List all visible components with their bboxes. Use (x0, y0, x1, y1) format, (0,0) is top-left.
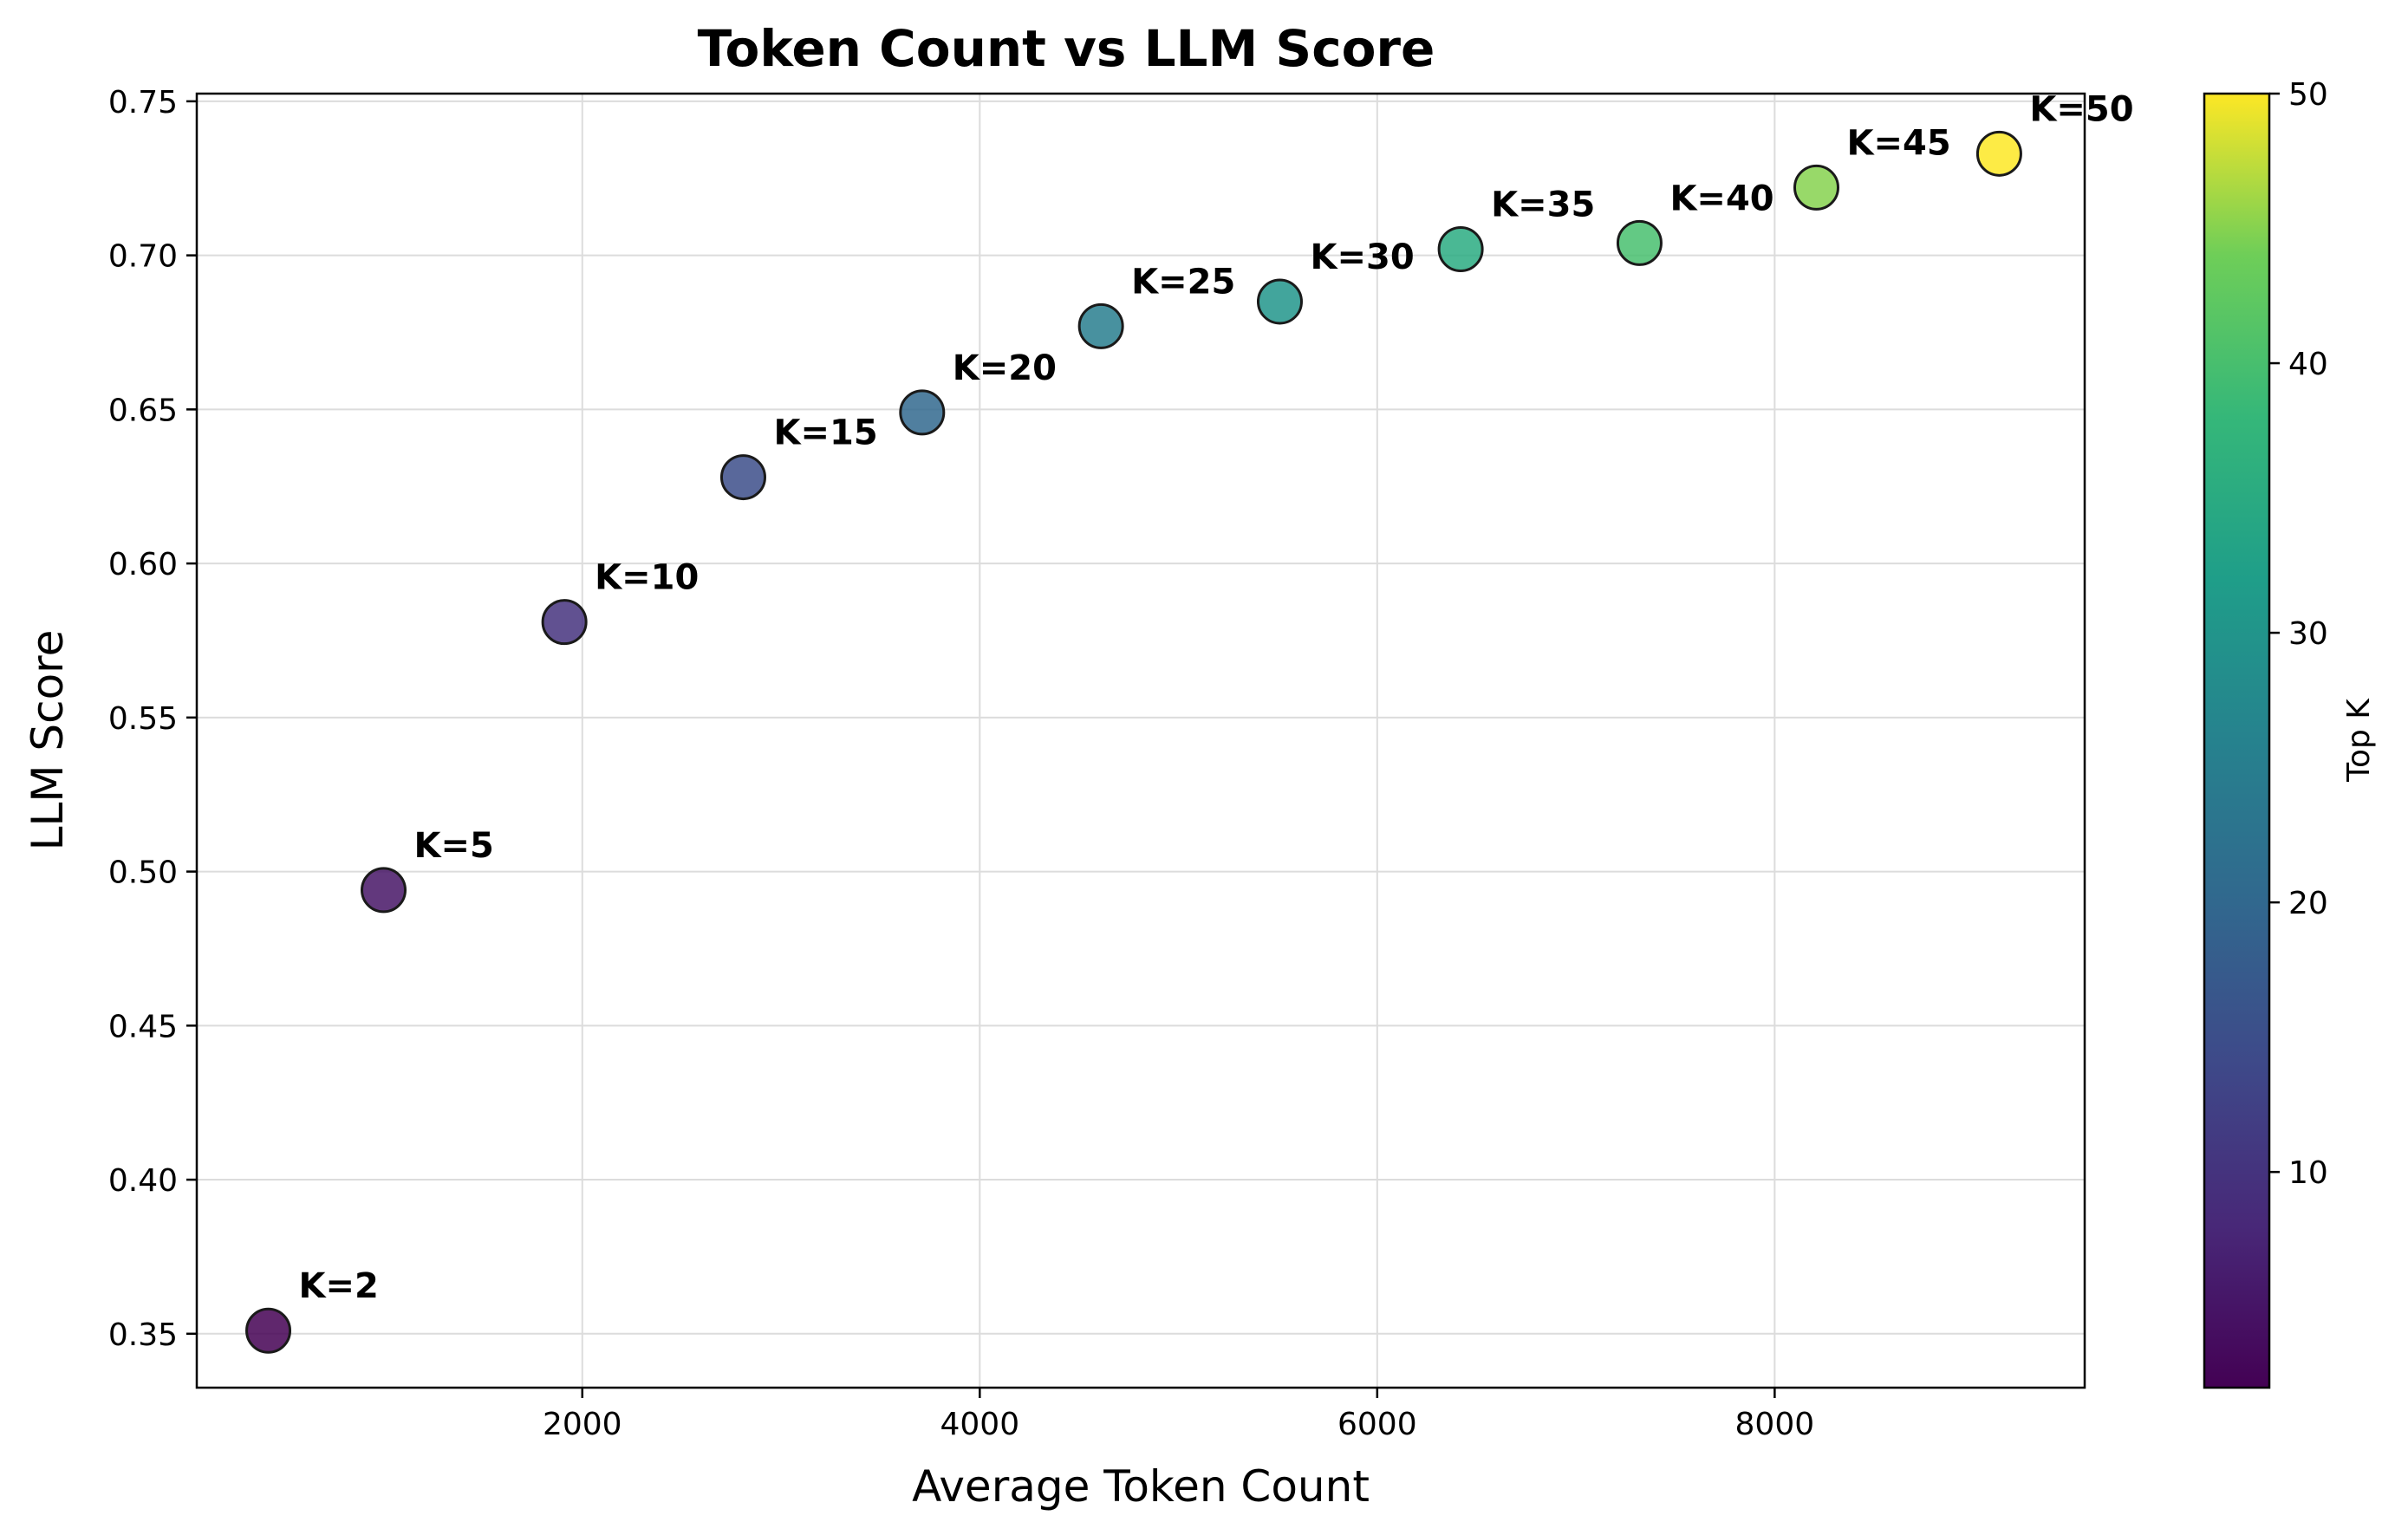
data-point (541, 599, 588, 646)
data-point (1437, 226, 1484, 273)
data-point-label: K=10 (595, 558, 699, 598)
y-tick-label: 0.60 (108, 547, 178, 582)
colorbar-tick-label: 20 (2288, 886, 2328, 921)
colorbar-tick-label: 30 (2288, 616, 2328, 652)
y-tick-label: 0.55 (108, 701, 178, 737)
y-tick-label: 0.45 (108, 1009, 178, 1044)
data-point-label: K=30 (1310, 237, 1414, 277)
x-axis-label: Average Token Count (912, 1461, 1370, 1512)
point-labels: K=2 K=5 K=10 K=15 K=20 K=25 K=30 K=35 K=40 K=45 K=… (299, 89, 2134, 1306)
data-point-label: K=45 (1846, 123, 1950, 163)
chart-title: Token Count vs LLM Score (698, 19, 1435, 78)
y-tick-label: 0.65 (108, 393, 178, 428)
data-point (899, 389, 946, 436)
data-point (245, 1307, 292, 1354)
data-point-label: K=20 (953, 348, 1057, 388)
data-point (1077, 302, 1124, 349)
colorbar-label: Top K (2341, 698, 2377, 783)
data-point (719, 454, 766, 501)
y-tick-label: 0.75 (108, 85, 178, 120)
data-point (1616, 219, 1663, 266)
grid-lines (197, 94, 2085, 1388)
data-point (1256, 278, 1303, 325)
colorbar-tick-label: 10 (2288, 1155, 2328, 1191)
y-axis-label: LLM Score (23, 630, 73, 851)
x-tick-label: 8000 (1735, 1407, 1815, 1442)
colorbar-ticks: 10 20 30 40 50 (2269, 77, 2328, 1191)
y-tick-label: 0.40 (108, 1163, 178, 1199)
y-tick-label: 0.70 (108, 239, 178, 275)
y-axis-ticks: 0.35 0.40 0.45 0.50 0.55 0.60 0.65 0.70 0.75 (108, 85, 197, 1353)
data-point (1793, 164, 1839, 211)
data-point (1975, 130, 2022, 177)
colorbar-tick-label: 50 (2288, 77, 2328, 113)
data-point-label: K=40 (1669, 179, 1773, 218)
x-tick-label: 6000 (1337, 1407, 1417, 1442)
colorbar (2203, 92, 2271, 1389)
data-point (361, 867, 407, 914)
x-axis-ticks: 2000 4000 6000 8000 (543, 1388, 1814, 1442)
x-tick-label: 4000 (940, 1407, 1019, 1442)
data-point-label: K=35 (1491, 185, 1595, 225)
plot-frame (195, 92, 2086, 1389)
data-point-label: K=15 (773, 413, 877, 453)
colorbar-tick-label: 40 (2288, 347, 2328, 382)
data-point-label: K=25 (1131, 262, 1235, 302)
y-tick-label: 0.50 (108, 855, 178, 891)
data-point-label: K=2 (299, 1266, 379, 1306)
data-point-label: K=5 (414, 826, 494, 866)
data-point-label: K=50 (2029, 89, 2133, 129)
y-tick-label: 0.35 (108, 1317, 178, 1353)
x-tick-label: 2000 (543, 1407, 622, 1442)
data-points (245, 130, 2022, 1354)
